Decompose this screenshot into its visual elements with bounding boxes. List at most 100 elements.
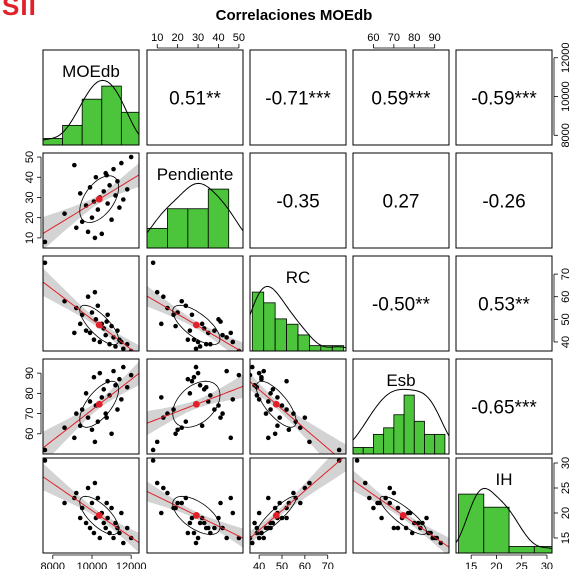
- panel-frame: [42, 49, 140, 146]
- panel-RC-MOEdb: [42, 255, 140, 352]
- data-point: [265, 399, 271, 404]
- data-point: [154, 439, 160, 445]
- data-point: [371, 505, 376, 511]
- correlation-label: 0.51**: [169, 89, 221, 110]
- panel-frame: [42, 152, 140, 249]
- data-point: [189, 515, 195, 521]
- data-point: [187, 391, 193, 396]
- data-point: [113, 344, 118, 349]
- tick-label: 30: [192, 32, 204, 44]
- tick-label: 8000: [41, 561, 65, 569]
- data-point: [165, 490, 170, 496]
- density-curve: [250, 285, 346, 349]
- mean-point: [95, 512, 103, 519]
- panel-MOEdb-RC: -0.71***: [249, 49, 347, 146]
- data-point: [109, 217, 114, 223]
- data-point: [191, 374, 197, 380]
- data-point: [286, 427, 292, 433]
- histogram-bar: [62, 124, 83, 145]
- panel-MOEdb-IH: -0.59***: [455, 49, 553, 146]
- data-point: [193, 540, 199, 546]
- variable-label: Pendiente: [157, 165, 234, 184]
- data-point: [85, 294, 91, 300]
- histogram-bar: [508, 546, 535, 553]
- data-point: [77, 321, 83, 327]
- data-point: [158, 395, 164, 400]
- data-point: [275, 423, 280, 429]
- correlation-ellipse: [172, 304, 221, 346]
- panel-RC-Esb: -0.50**: [352, 255, 450, 352]
- data-point: [83, 520, 89, 526]
- fit-line: [43, 373, 139, 449]
- data-point: [391, 490, 397, 496]
- data-point: [187, 520, 193, 526]
- data-point: [250, 364, 255, 370]
- panel-frame: [146, 457, 244, 554]
- tick-label: 15: [465, 561, 477, 569]
- panel-frame: [249, 152, 347, 249]
- panel-frame: [249, 358, 347, 455]
- variable-label: MOEdb: [62, 62, 120, 81]
- data-point: [197, 382, 203, 388]
- chart-title: Correlaciones MOEdb: [216, 7, 373, 24]
- data-point: [297, 425, 303, 431]
- tick-label: 50: [24, 151, 36, 163]
- panel-frame: [455, 457, 553, 554]
- panel-IH-Esb: [352, 457, 450, 554]
- correlation-ellipse: [172, 495, 221, 535]
- data-point: [43, 447, 48, 453]
- data-point: [91, 374, 97, 380]
- data-point: [307, 439, 312, 445]
- tick-label: 70: [24, 407, 36, 419]
- tick-label: 60: [24, 428, 36, 440]
- panel-IH-MOEdb: [42, 457, 140, 554]
- data-point: [111, 166, 116, 172]
- data-point: [95, 207, 101, 212]
- tick-label: 20: [172, 32, 184, 44]
- tick-label: 12000: [116, 561, 147, 569]
- panel-IH-RC: [249, 457, 347, 554]
- data-point: [161, 485, 166, 491]
- panel-frame: [146, 49, 244, 146]
- data-point: [277, 415, 283, 420]
- data-point: [218, 319, 223, 324]
- data-point: [387, 485, 393, 491]
- data-point: [387, 500, 393, 506]
- data-point: [179, 500, 185, 506]
- data-point: [124, 384, 130, 390]
- confidence-band: [250, 373, 346, 454]
- mean-point: [95, 195, 103, 203]
- mean-point: [399, 512, 407, 519]
- data-point: [104, 415, 109, 420]
- data-point: [263, 525, 269, 531]
- data-point: [121, 197, 126, 202]
- data-point: [72, 330, 77, 336]
- data-point: [187, 328, 193, 333]
- data-point: [93, 174, 99, 180]
- histogram-bar: [207, 188, 230, 248]
- data-point: [416, 520, 421, 526]
- histogram-bar: [458, 493, 485, 553]
- confidence-band: [43, 268, 139, 351]
- data-point: [228, 495, 234, 501]
- histogram-bar: [274, 318, 287, 351]
- data-point: [224, 368, 229, 374]
- panel-Esb-RC: [249, 358, 347, 455]
- data-point: [203, 384, 209, 390]
- data-point: [284, 378, 289, 384]
- left-axis-Esb: 60 70 80 90: [24, 367, 42, 440]
- data-point: [121, 364, 126, 370]
- tick-label: 10: [151, 32, 163, 44]
- data-point: [212, 328, 217, 333]
- data-point: [161, 294, 166, 300]
- panel-frame: [455, 255, 553, 352]
- panel-IH-IH: IH: [455, 457, 553, 554]
- data-point: [265, 495, 271, 501]
- data-point: [183, 419, 189, 424]
- panel-MOEdb-Esb: 0.59***: [352, 49, 450, 146]
- correlation-label: 0.53**: [478, 295, 530, 316]
- data-point: [92, 439, 98, 445]
- variable-label: IH: [496, 470, 513, 489]
- data-point: [154, 480, 160, 486]
- tick-label: 80: [24, 387, 36, 399]
